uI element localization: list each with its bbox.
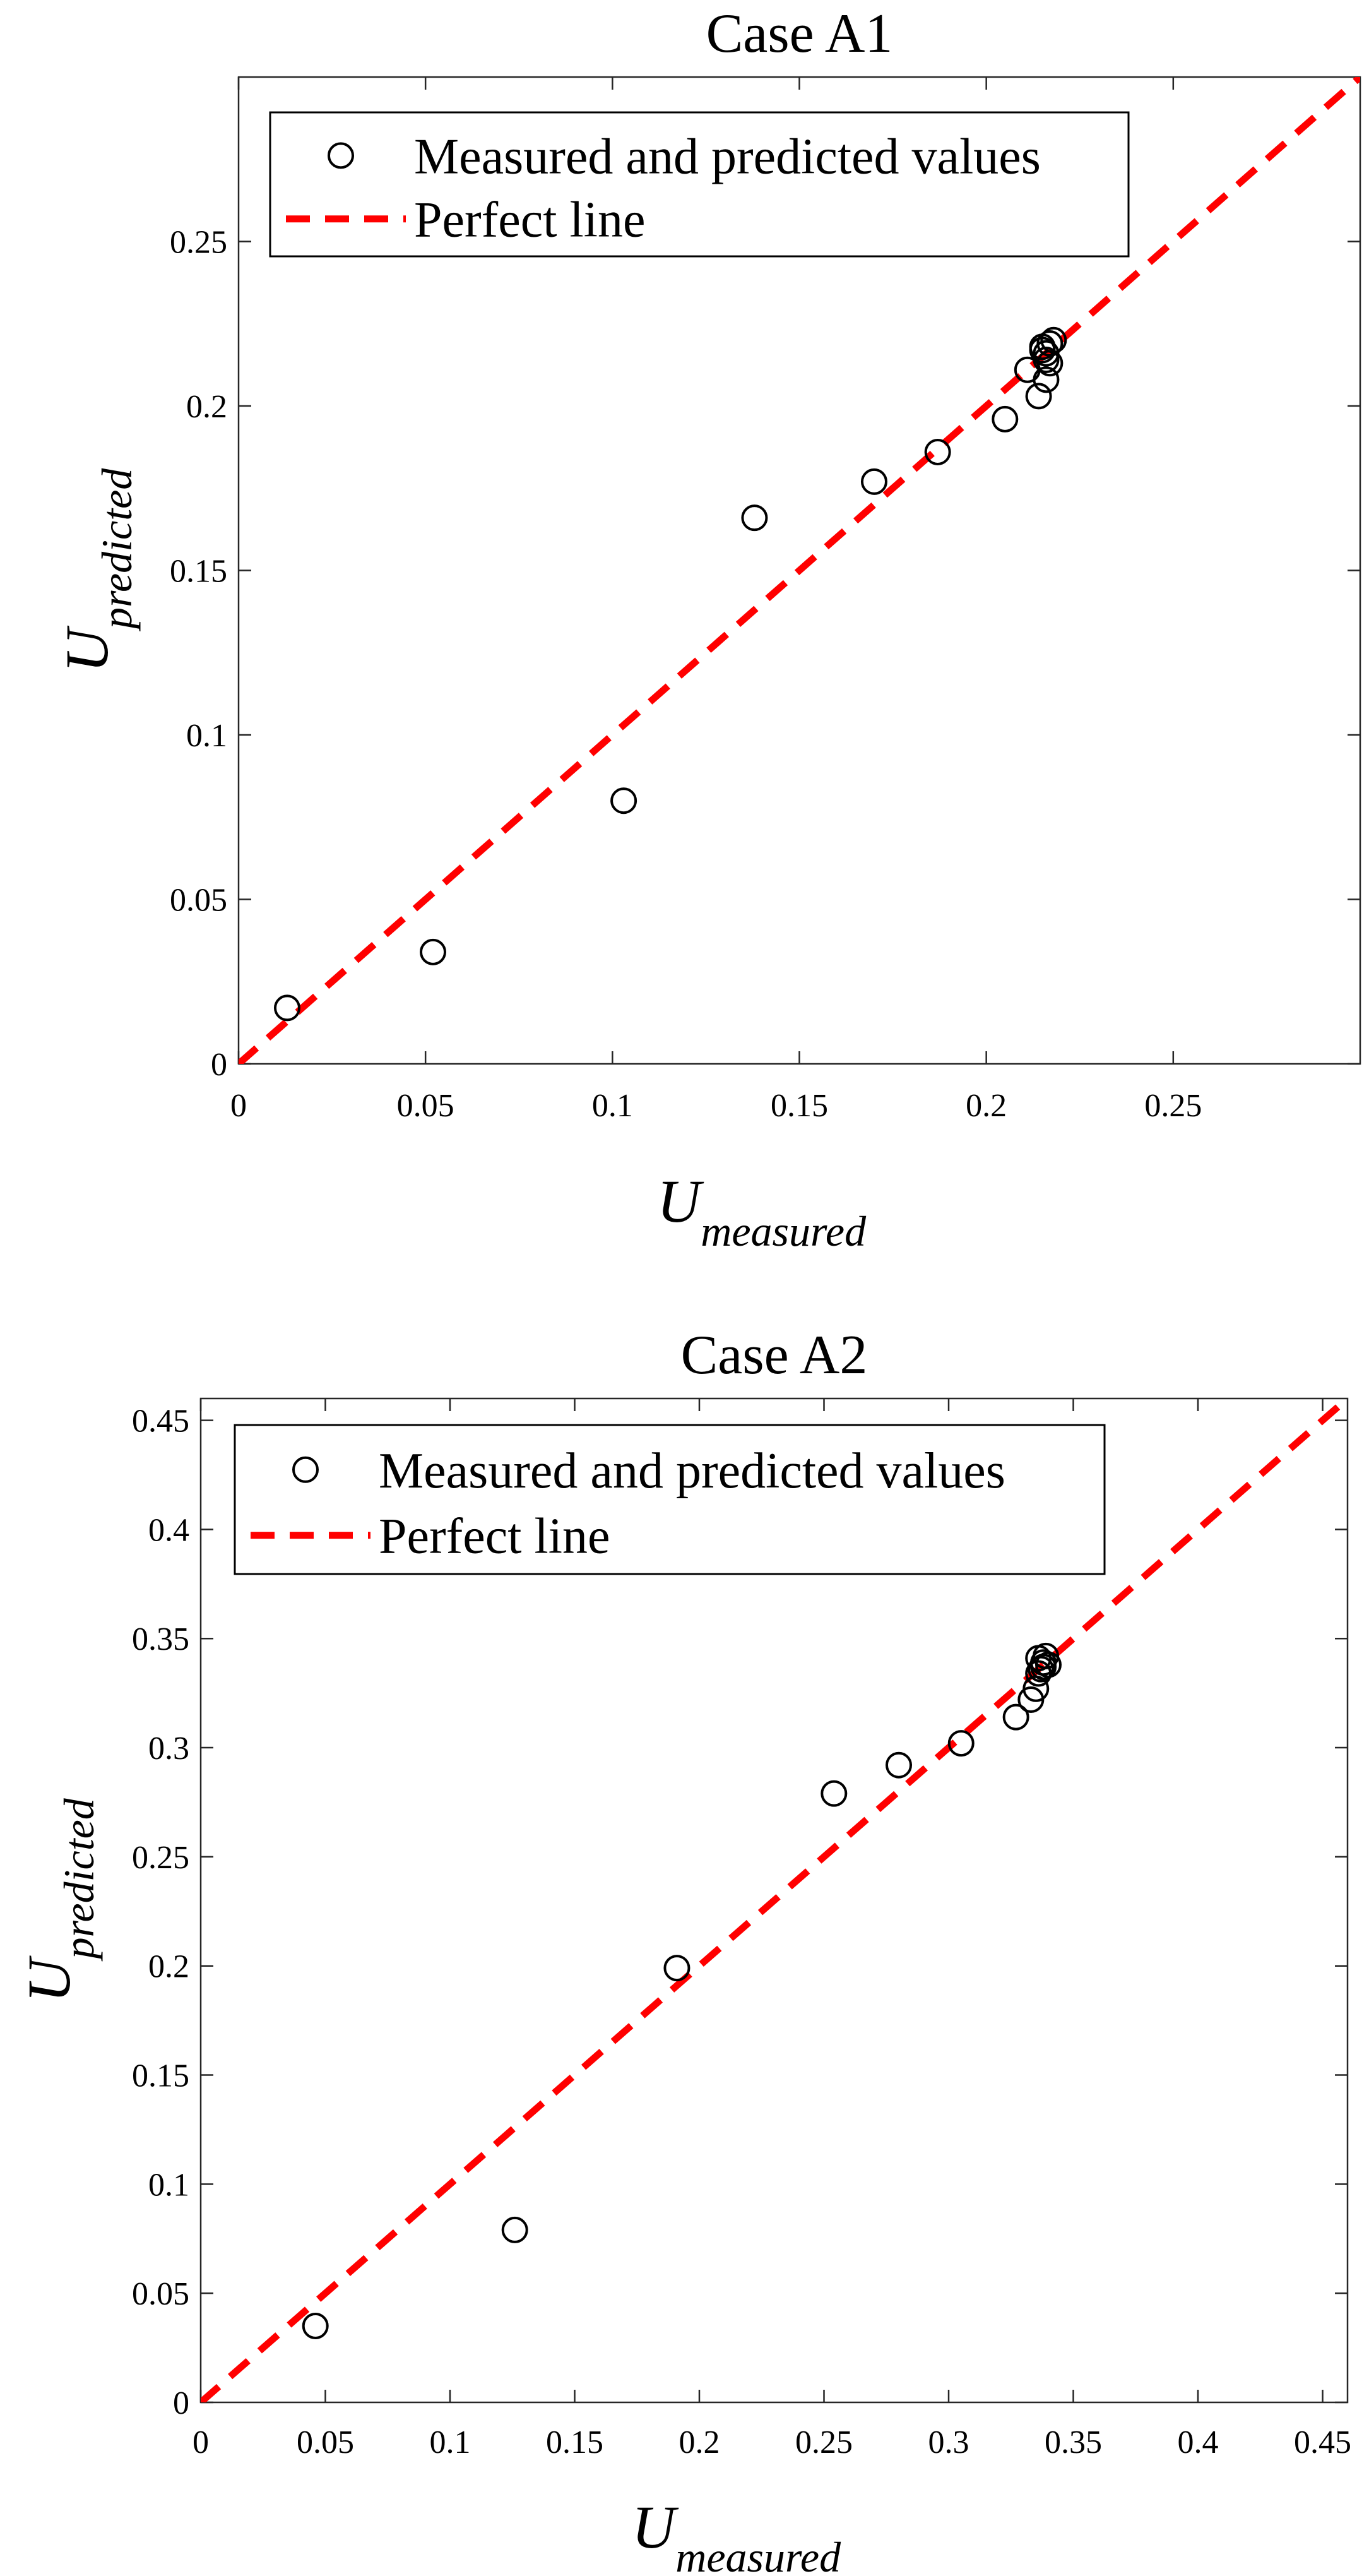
x-tick-label: 0.45 <box>1294 2424 1351 2460</box>
legend-label-points: Measured and predicted values <box>379 1443 1005 1499</box>
x-tick-label: 0.15 <box>771 1088 828 1124</box>
y-axis-label-base: U <box>15 1955 83 2003</box>
legend-label-line: Perfect line <box>379 1509 610 1565</box>
legend-label-line: Perfect line <box>414 193 645 248</box>
x-tick-label: 0.25 <box>1144 1088 1202 1124</box>
data-point <box>420 938 447 965</box>
data-point <box>663 1955 690 1982</box>
data-point <box>302 2313 329 2340</box>
x-tick-label: 0.3 <box>928 2424 969 2460</box>
data-point <box>610 787 637 814</box>
x-tick-label: 0.25 <box>795 2424 853 2460</box>
legend-marker-circle <box>328 142 354 169</box>
y-tick-label: 0.2 <box>186 389 227 425</box>
data-point <box>1025 383 1052 410</box>
data-point <box>1036 330 1064 357</box>
data-point <box>924 438 951 465</box>
y-axis-label-sub: predicted <box>55 1798 103 1961</box>
y-tick-label: 0.15 <box>132 2058 189 2094</box>
chart-1: Case A1 0 0.05 0.1 0.15 0.2 0.25 0 0.05 0.1 0.15 0.… <box>53 3 1361 1255</box>
legend-label-points: Measured and predicted values <box>414 129 1041 184</box>
y-tick-label: 0.25 <box>132 1840 189 1876</box>
legend-box <box>234 1424 1106 1575</box>
x-tick-label: 0.1 <box>430 2424 471 2460</box>
x-axis-label: Umeasured <box>632 2493 841 2576</box>
y-axis-label: Upredicted <box>53 468 141 673</box>
data-point <box>274 994 301 1022</box>
data-point <box>501 2216 528 2243</box>
data-point <box>821 1780 848 1807</box>
perfect-line <box>239 77 1360 1064</box>
y-tick-label: 0.25 <box>170 225 227 261</box>
data-point <box>1035 1651 1062 1678</box>
y-tick-label: 0.45 <box>132 1404 189 1440</box>
y-tick-label: 0.1 <box>148 2167 189 2203</box>
y-tick-label: 0.4 <box>148 1512 189 1548</box>
x-tick-label: 0.05 <box>397 1088 454 1124</box>
legend-marker-circle <box>292 1456 319 1483</box>
chart-2: Case A2 0 0.05 0.1 0.15 0.2 0.25 0.3 0.35 0.4 0.45… <box>15 1325 1351 2576</box>
x-axis-label-sub: measured <box>701 1207 867 1255</box>
data-point <box>1033 347 1060 374</box>
legend-box <box>269 111 1130 258</box>
y-axis-label: Upredicted <box>15 1798 103 2003</box>
y-axis-label-base: U <box>53 625 121 672</box>
y-tick-label: 0 <box>173 2385 189 2421</box>
x-axis-label-sub: measured <box>675 2533 841 2576</box>
y-tick-label: 0.2 <box>148 1949 189 1985</box>
y-tick-label: 0.35 <box>132 1621 189 1657</box>
y-tick-label: 0.1 <box>186 718 227 754</box>
data-point <box>886 1751 912 1779</box>
y-tick-label: 0 <box>211 1047 227 1083</box>
x-tick-label: 0 <box>193 2424 209 2460</box>
data-point <box>1033 366 1060 393</box>
y-axis-label-sub: predicted <box>93 468 141 631</box>
x-tick-label: 0.4 <box>1178 2424 1219 2460</box>
chart-title: Case A2 <box>681 1325 868 1386</box>
y-tick-label: 0.15 <box>170 554 227 590</box>
data-point <box>860 468 887 495</box>
x-axis-label: Umeasured <box>657 1167 867 1255</box>
y-tick-label: 0.3 <box>148 1731 189 1767</box>
y-tick-label: 0.05 <box>132 2276 189 2312</box>
x-tick-label: 0.2 <box>966 1088 1007 1124</box>
data-point <box>992 405 1019 432</box>
data-point <box>947 1730 975 1757</box>
x-axis-label-base: U <box>632 2493 679 2561</box>
perfect-line <box>201 1398 1348 2402</box>
chart-title: Case A1 <box>706 3 893 64</box>
x-tick-label: 0 <box>230 1088 247 1124</box>
x-tick-label: 0.15 <box>546 2424 603 2460</box>
y-tick-label: 0.05 <box>170 883 227 919</box>
x-tick-label: 0.1 <box>592 1088 633 1124</box>
x-axis-label-base: U <box>657 1167 704 1235</box>
data-point <box>741 504 768 532</box>
data-point <box>1002 1703 1029 1731</box>
x-tick-label: 0.35 <box>1045 2424 1102 2460</box>
x-tick-label: 0.2 <box>679 2424 720 2460</box>
x-tick-label: 0.05 <box>297 2424 354 2460</box>
